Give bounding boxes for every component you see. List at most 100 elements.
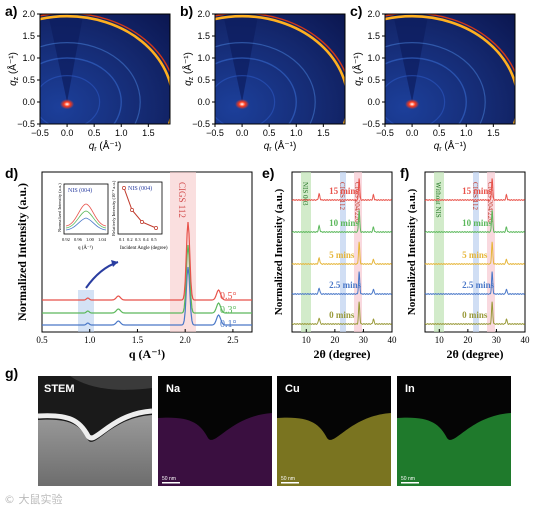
inset1-ylabel: Normalized Intensity (a.u.) [57, 183, 62, 232]
giwaxs-ylabel: qz (Å⁻¹) [351, 52, 365, 86]
diffraction-ring [385, 57, 467, 124]
inset1-xlabel: q (Å⁻¹) [78, 245, 93, 251]
na-label: Na [166, 383, 181, 395]
xrd-spectrum [424, 178, 525, 201]
na-map: Na 50 nm [158, 376, 272, 486]
angle-label-0-1: 0.1° [220, 319, 237, 330]
beam-spot [235, 99, 250, 110]
f-band3-label: CIGS 204/220 [486, 182, 494, 223]
f-spectra [424, 178, 526, 325]
d-xtick: 1.5 [132, 335, 144, 345]
inset2-tick-3: 0.4 [143, 237, 149, 242]
giwaxs-ytick: 0.0 [197, 97, 210, 107]
f-cigs112-band [473, 172, 479, 332]
spectrum-0-5deg [42, 221, 252, 301]
giwaxs-xtick: 0.0 [406, 128, 419, 138]
panel-f-ylabel: Normalized Intensity (a.u.) [406, 188, 418, 315]
time-label: 5 mins [462, 250, 488, 260]
e-nis-band [301, 172, 311, 332]
beam-spot [405, 99, 420, 110]
panel-f: Without NIS CIGS 112 CIGS 204/220 15 min… [406, 171, 530, 361]
panel-label-b: b) [180, 3, 193, 19]
time-label: 0 mins [329, 310, 355, 320]
giwaxs-ytick: −0.5 [362, 119, 380, 129]
xrd-xtick: 10 [302, 335, 312, 345]
diffraction-ring [40, 57, 122, 124]
giwaxs-xtick: 0.5 [433, 128, 446, 138]
panel-e-ylabel: Normalized Intensity (a.u.) [273, 188, 285, 315]
giwaxs-ytick: 0.5 [22, 75, 35, 85]
watermark: © 大鼠实验 [4, 493, 63, 506]
giwaxs-ytick: 1.5 [367, 31, 380, 41]
inset2-tick-4: 0.5 [151, 237, 157, 242]
e-time-labels: 15 mins 10 mins 5 mins 2.5 mins 0 mins [329, 186, 362, 320]
na-scale: 50 nm [162, 476, 176, 482]
panel-e-xlabel: 2θ (degree) [313, 347, 370, 361]
e-band3-label: CIGS 204/220 [353, 182, 361, 223]
f-time-labels: 15 mins 10 mins 5 mins 2.5 mins 0 mins [462, 186, 495, 320]
giwaxs-xtick: 1.0 [460, 128, 473, 138]
giwaxs-ylabel: qz (Å⁻¹) [6, 52, 20, 86]
giwaxs-xtick: −0.5 [206, 128, 224, 138]
inset1-tick-2: 1.00 [86, 237, 95, 242]
giwaxs-xtick: 1.0 [115, 128, 128, 138]
inset1-tick-0: 0.92 [62, 237, 70, 242]
diffraction-ring [40, 42, 141, 124]
diffraction-ring [385, 14, 515, 124]
stem-image: STEM [37, 376, 153, 486]
e-cigs112-band [340, 172, 346, 332]
time-label: 5 mins [329, 250, 355, 260]
diffraction-ring [40, 14, 170, 124]
xrd-xtick: 20 [330, 335, 340, 345]
giwaxs-ytick: 1.0 [367, 53, 380, 63]
giwaxs-ytick: 0.5 [197, 75, 210, 85]
inset1-curve-blue [65, 217, 107, 231]
time-label: 2.5 mins [462, 280, 495, 290]
giwaxs-ytick: 0.0 [22, 97, 35, 107]
d-xtick: 1.0 [84, 335, 96, 345]
panel-label-d: d) [5, 165, 18, 181]
e-cigs204-band [354, 172, 362, 332]
giwaxs-panel-c: −0.5 0.0 0.5 1.0 1.5 −0.5 0.0 0.5 1.0 1.5 2.0 qr (Å… [351, 9, 516, 153]
xrd-spectrum [291, 210, 393, 233]
panel-label-e: e) [262, 165, 274, 181]
inset2-line [123, 187, 157, 229]
giwaxs-ytick: 1.0 [197, 53, 210, 63]
xrd-xtick: 30 [492, 335, 502, 345]
inset1-title: NIS (004) [68, 187, 92, 194]
inset2-xlabel: Incident Angle (degree) [120, 246, 168, 251]
panel-label-a: a) [5, 3, 17, 19]
giwaxs-ylabel: qz (Å⁻¹) [181, 52, 195, 86]
inset2-ylabel: Relatively Intensity (10⁻² a.u.) [111, 180, 116, 236]
xrd-xtick: 30 [359, 335, 369, 345]
inset-nis-profile: NIS (004) Normalized Intensity (a.u.) 0.… [57, 183, 109, 251]
inset2-tick-2: 0.3 [135, 237, 141, 242]
spectrum-0-1deg [42, 266, 252, 326]
xrd-spectrum [424, 241, 525, 265]
beam-spot [60, 99, 75, 110]
inset-relative-intensity: NIS (004) Relatively Intensity (10⁻² a.u… [111, 180, 168, 251]
angle-label-0-3: 0.3° [220, 305, 237, 316]
cu-label: Cu [285, 383, 300, 395]
xrd-spectrum [424, 210, 526, 233]
e-band2-label: CIGS 112 [338, 182, 346, 210]
giwaxs-xlabel: qr (Å⁻¹) [434, 139, 467, 153]
xrd-spectrum [291, 241, 392, 265]
e-band1-label: NIS 003 [301, 182, 309, 206]
giwaxs-ytick: 2.0 [22, 9, 35, 19]
spectrum-0-3deg [42, 244, 252, 314]
cu-scale: 50 nm [281, 476, 295, 482]
time-label: 0 mins [462, 310, 488, 320]
panel-f-xticks: 10 20 30 40 [435, 329, 530, 345]
inset2-tick-1: 0.2 [127, 237, 133, 242]
giwaxs-ytick: −0.5 [17, 119, 35, 129]
giwaxs-xtick: −0.5 [376, 128, 394, 138]
giwaxs-xlabel: qr (Å⁻¹) [264, 139, 297, 153]
in-label: In [405, 383, 415, 395]
inset1-tick-3: 1.04 [98, 237, 107, 242]
xrd-xtick: 20 [463, 335, 473, 345]
diffraction-ring [385, 75, 446, 124]
time-label: 2.5 mins [329, 280, 362, 290]
f-band2-label: CIGS 112 [471, 182, 479, 210]
